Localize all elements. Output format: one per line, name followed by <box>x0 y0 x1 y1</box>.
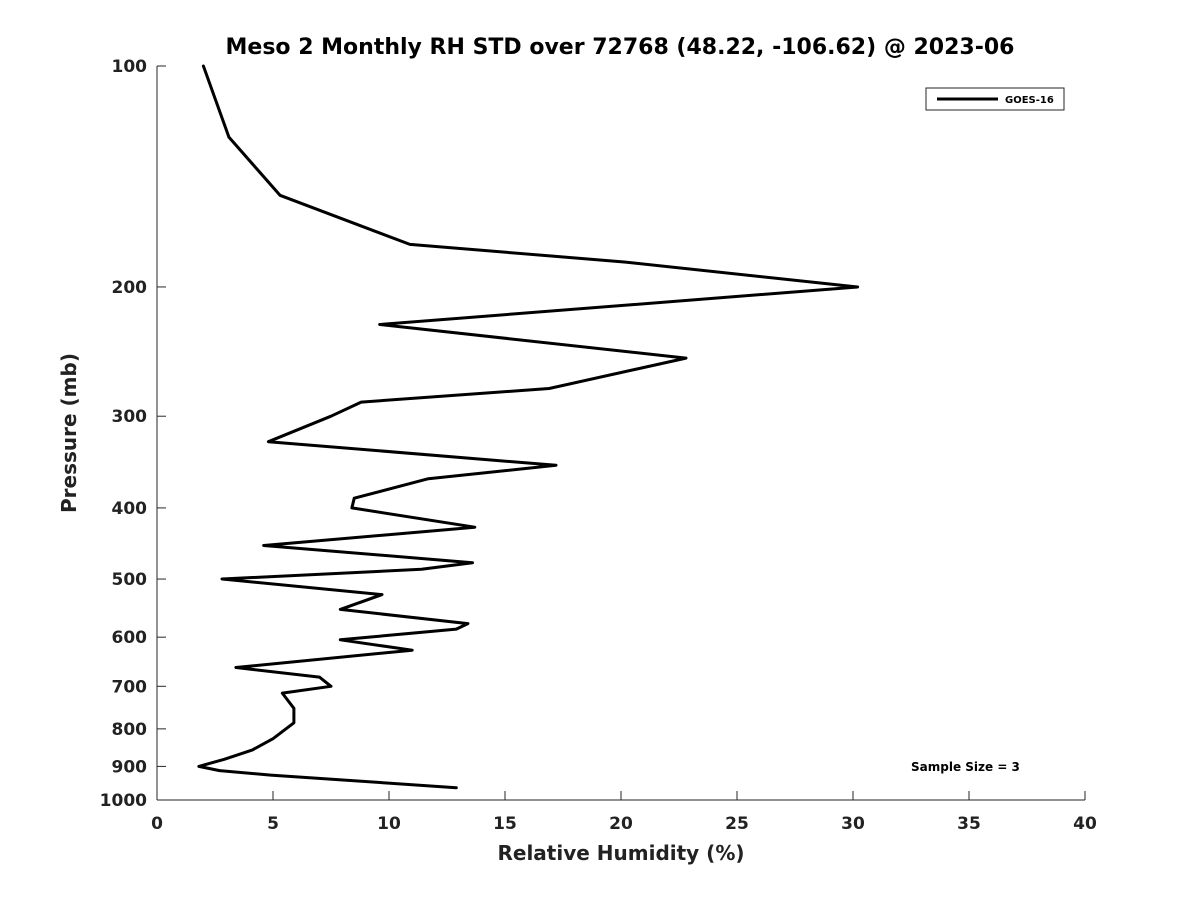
data-point <box>411 649 414 652</box>
data-point <box>269 773 272 777</box>
data-point <box>466 622 470 625</box>
data-point <box>420 568 423 571</box>
data-point <box>281 691 284 695</box>
data-point <box>278 194 282 197</box>
data-point <box>455 786 458 789</box>
y-axis-label: Pressure (mb) <box>57 353 81 513</box>
data-point <box>292 707 296 710</box>
x-tick-label: 0 <box>151 814 163 834</box>
series-line-goes-16 <box>197 64 860 790</box>
data-point <box>218 769 221 772</box>
data-point <box>250 748 254 752</box>
legend-label-goes-16: GOES-16 <box>1005 95 1054 106</box>
data-point <box>267 440 270 443</box>
data-point <box>339 608 342 611</box>
sample-size-annotation: Sample Size = 3 <box>911 760 1020 774</box>
y-tick-label: 100 <box>112 57 148 77</box>
data-point <box>471 561 474 564</box>
data-point <box>220 577 224 581</box>
x-tick-label: 15 <box>493 814 517 834</box>
series-points <box>197 64 859 789</box>
data-point <box>353 497 356 500</box>
data-point <box>234 666 238 669</box>
data-point <box>318 675 321 679</box>
y-tick-label: 900 <box>112 757 148 777</box>
y-tick-label: 500 <box>112 570 148 590</box>
data-point <box>350 506 354 510</box>
y-tick-label: 1000 <box>100 791 147 811</box>
y-tick-label: 300 <box>112 407 148 427</box>
data-point <box>329 415 333 418</box>
data-point <box>223 758 226 761</box>
x-tick-label: 30 <box>841 814 865 834</box>
y-axis-ticks: 100 200 300 400 500 600 700 800 900 1000 <box>100 57 166 811</box>
data-point <box>408 243 412 246</box>
x-tick-label: 40 <box>1073 814 1097 834</box>
data-point <box>473 526 476 529</box>
y-tick-label: 400 <box>112 499 148 519</box>
y-tick-label: 200 <box>112 278 148 298</box>
x-tick-label: 35 <box>957 814 981 834</box>
x-axis-label: Relative Humidity (%) <box>497 841 744 865</box>
data-point <box>202 64 205 68</box>
data-point <box>339 638 342 641</box>
legend: GOES-16 <box>925 87 1065 111</box>
data-point <box>455 627 458 631</box>
x-tick-label: 10 <box>377 814 401 834</box>
y-tick-label: 600 <box>112 628 148 648</box>
data-point <box>329 685 333 688</box>
data-point <box>380 593 384 596</box>
data-point <box>856 285 859 289</box>
data-point <box>292 721 296 724</box>
data-point <box>624 260 627 264</box>
data-point <box>684 356 688 360</box>
data-point <box>360 400 363 404</box>
data-point <box>378 323 381 326</box>
data-point <box>197 765 200 768</box>
data-point <box>427 477 430 480</box>
y-tick-label: 700 <box>112 677 148 697</box>
data-point <box>271 737 275 740</box>
x-tick-label: 20 <box>609 814 633 834</box>
x-tick-label: 25 <box>725 814 749 834</box>
data-point <box>262 544 265 547</box>
x-axis-ticks: 0 5 10 15 20 25 30 35 40 <box>151 791 1097 834</box>
data-point <box>547 387 551 390</box>
y-tick-label: 800 <box>112 720 148 740</box>
data-point <box>554 464 558 467</box>
chart-title: Meso 2 Monthly RH STD over 72768 (48.22,… <box>226 35 1015 60</box>
data-point <box>227 135 231 139</box>
x-tick-label: 5 <box>267 814 279 834</box>
